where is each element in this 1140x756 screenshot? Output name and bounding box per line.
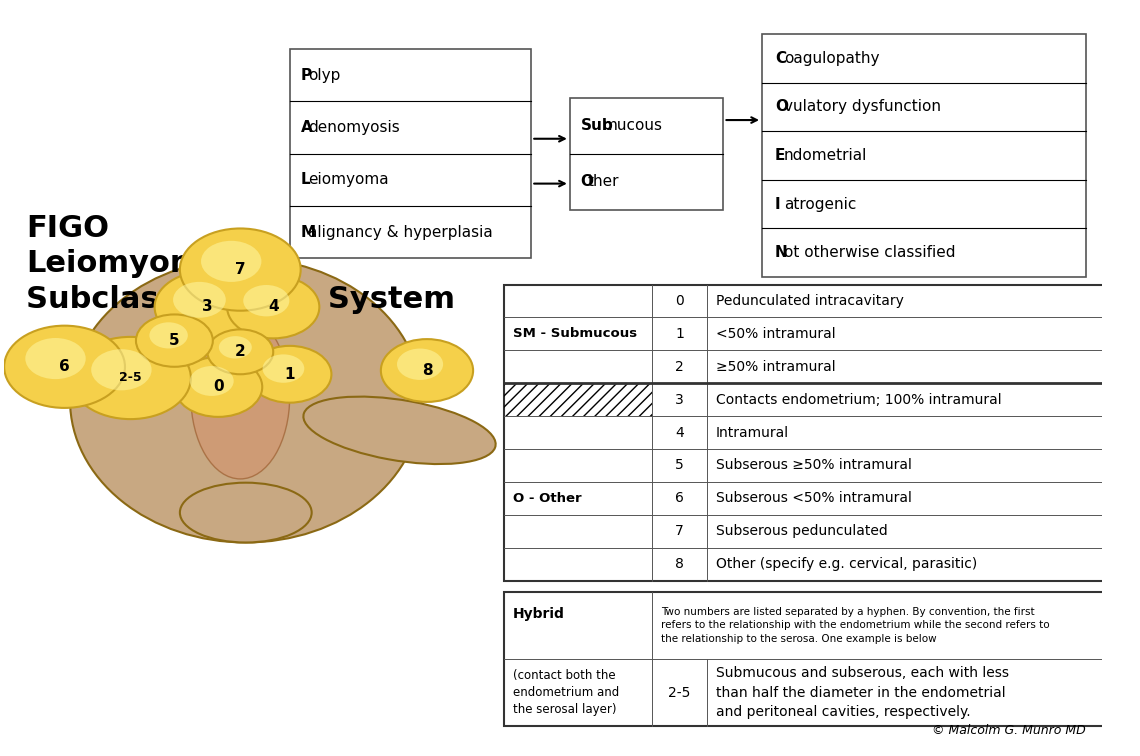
Text: <50% intramural: <50% intramural <box>716 327 836 341</box>
Circle shape <box>243 285 290 317</box>
Text: Subserous pedunculated: Subserous pedunculated <box>716 524 888 538</box>
Text: 3: 3 <box>202 299 213 314</box>
Text: 1: 1 <box>285 367 295 382</box>
Text: Contacts endometrium; 100% intramural: Contacts endometrium; 100% intramural <box>716 392 1001 407</box>
Text: N: N <box>775 245 788 260</box>
Text: © Malcolm G. Munro MD: © Malcolm G. Munro MD <box>933 724 1086 737</box>
Circle shape <box>249 345 332 403</box>
Circle shape <box>262 355 304 383</box>
Circle shape <box>5 326 125 408</box>
Ellipse shape <box>190 314 290 479</box>
Text: A: A <box>301 120 312 135</box>
Text: Hybrid: Hybrid <box>513 607 564 621</box>
Text: Sub: Sub <box>580 118 613 133</box>
Text: I: I <box>775 197 781 212</box>
Text: C: C <box>775 51 787 66</box>
Text: ndometrial: ndometrial <box>784 148 868 163</box>
Text: L: L <box>301 172 310 187</box>
Text: P: P <box>301 68 312 82</box>
Text: ≥50% intramural: ≥50% intramural <box>716 360 836 373</box>
Text: vulatory dysfunction: vulatory dysfunction <box>784 100 940 114</box>
Circle shape <box>180 228 301 311</box>
Text: O: O <box>580 174 594 189</box>
Circle shape <box>174 357 262 417</box>
Text: Intramural: Intramural <box>716 426 789 439</box>
Text: alignancy & hyperplasia: alignancy & hyperplasia <box>309 225 494 240</box>
Text: 0: 0 <box>675 294 684 308</box>
Text: 2: 2 <box>235 344 245 359</box>
Circle shape <box>381 339 473 402</box>
FancyBboxPatch shape <box>762 34 1086 277</box>
Text: O: O <box>775 100 788 114</box>
FancyBboxPatch shape <box>570 98 724 209</box>
Text: SM - Submucous: SM - Submucous <box>513 327 637 340</box>
Text: O - Other: O - Other <box>513 492 581 505</box>
Text: 7: 7 <box>675 524 684 538</box>
Bar <box>504 592 1140 727</box>
Text: denomyosis: denomyosis <box>309 120 400 135</box>
Circle shape <box>397 349 443 380</box>
Text: olyp: olyp <box>309 68 341 82</box>
FancyBboxPatch shape <box>290 49 531 259</box>
Text: 1: 1 <box>675 327 684 341</box>
Text: oagulopathy: oagulopathy <box>784 51 879 66</box>
Text: 5: 5 <box>675 458 684 472</box>
Text: 6: 6 <box>675 491 684 505</box>
Circle shape <box>207 330 274 374</box>
Circle shape <box>149 322 188 349</box>
Circle shape <box>70 337 190 419</box>
Circle shape <box>189 366 234 396</box>
Text: M: M <box>301 225 316 240</box>
Text: Subserous <50% intramural: Subserous <50% intramural <box>716 491 912 505</box>
Text: 8: 8 <box>422 363 432 378</box>
Ellipse shape <box>303 397 496 464</box>
Text: eiomyoma: eiomyoma <box>309 172 389 187</box>
Text: Submucous and subserous, each with less
than half the diameter in the endometria: Submucous and subserous, each with less … <box>716 666 1009 719</box>
Text: 8: 8 <box>675 557 684 572</box>
Text: 5: 5 <box>169 333 180 348</box>
Text: E: E <box>775 148 785 163</box>
Circle shape <box>91 349 152 390</box>
Text: 2-5: 2-5 <box>668 686 691 700</box>
Text: 6: 6 <box>59 359 70 374</box>
Ellipse shape <box>70 259 422 543</box>
Text: mucous: mucous <box>602 118 662 133</box>
Circle shape <box>136 314 213 367</box>
Circle shape <box>155 271 260 343</box>
Circle shape <box>227 276 319 339</box>
Text: 4: 4 <box>675 426 684 439</box>
Text: 2-5: 2-5 <box>120 371 141 385</box>
Text: Two numbers are listed separated by a hyphen. By convention, the first
refers to: Two numbers are listed separated by a hy… <box>661 607 1050 643</box>
Circle shape <box>219 336 252 358</box>
Text: 2: 2 <box>675 360 684 373</box>
Bar <box>504 284 1140 581</box>
Text: 0: 0 <box>213 380 223 395</box>
Text: 3: 3 <box>675 392 684 407</box>
Text: ther: ther <box>588 174 619 189</box>
Ellipse shape <box>180 482 311 543</box>
Text: atrogenic: atrogenic <box>784 197 856 212</box>
Text: Other (specify e.g. cervical, parasitic): Other (specify e.g. cervical, parasitic) <box>716 557 977 572</box>
Text: Subserous ≥50% intramural: Subserous ≥50% intramural <box>716 458 912 472</box>
Circle shape <box>25 338 86 379</box>
Circle shape <box>173 282 226 318</box>
Text: ot otherwise classified: ot otherwise classified <box>784 245 955 260</box>
Circle shape <box>201 241 261 282</box>
Text: FIGO
Leiomyoma
Subclassification System: FIGO Leiomyoma Subclassification System <box>26 213 455 314</box>
Text: (contact both the
endometrium and
the serosal layer): (contact both the endometrium and the se… <box>513 669 619 716</box>
Bar <box>504 383 652 416</box>
Text: Pedunculated intracavitary: Pedunculated intracavitary <box>716 294 904 308</box>
Text: 7: 7 <box>235 262 245 277</box>
Text: 4: 4 <box>268 299 278 314</box>
